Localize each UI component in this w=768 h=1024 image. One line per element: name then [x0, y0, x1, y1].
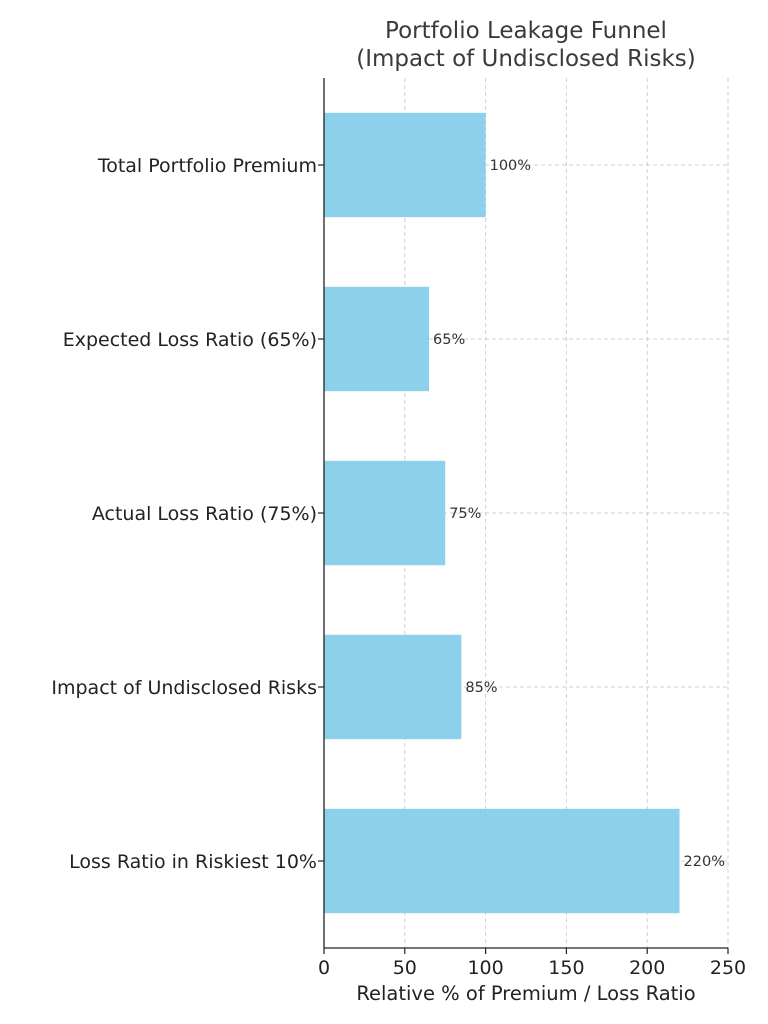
bar: [324, 112, 486, 218]
x-tick-label: 100: [467, 957, 503, 979]
y-tick-label: Impact of Undisclosed Risks: [51, 677, 317, 699]
x-tick-label: 200: [629, 957, 665, 979]
y-tick-label: Actual Loss Ratio (75%): [92, 503, 317, 525]
x-tick-label: 250: [710, 957, 746, 979]
grid: [324, 78, 729, 948]
data-label: 85%: [465, 680, 497, 696]
x-axis-title: Relative % of Premium / Loss Ratio: [356, 982, 695, 1005]
y-tick-label: Expected Loss Ratio (65%): [63, 329, 317, 351]
chart-title-line-1: Portfolio Leakage Funnel: [385, 18, 667, 44]
y-axis-labels: Total Portfolio Premium Expected Loss Rat…: [51, 155, 324, 873]
bar: [324, 460, 446, 566]
x-tick-label: 0: [318, 957, 330, 979]
data-label: 75%: [449, 506, 481, 522]
bars: 100% 65% 75% 85% 220%: [324, 112, 725, 914]
chart-title-line-2: (Impact of Undisclosed Risks): [356, 46, 695, 72]
data-label: 100%: [490, 158, 531, 174]
bar: [324, 286, 430, 392]
x-axis-labels: 0 50 100 150 200 250: [318, 948, 746, 979]
y-tick-label: Loss Ratio in Riskiest 10%: [69, 851, 317, 873]
bar: [324, 808, 680, 914]
data-label: 220%: [684, 854, 725, 870]
data-label: 65%: [433, 332, 465, 348]
x-tick-label: 50: [393, 957, 417, 979]
y-tick-label: Total Portfolio Premium: [97, 155, 317, 177]
x-tick-label: 150: [548, 957, 584, 979]
bar: [324, 634, 462, 740]
